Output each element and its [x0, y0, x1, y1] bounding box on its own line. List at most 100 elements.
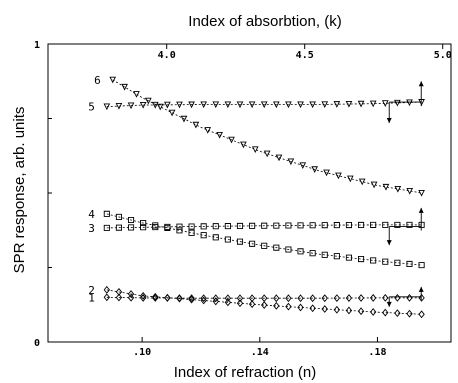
data-point-marker — [321, 251, 328, 258]
data-point-marker — [188, 101, 195, 109]
data-point-marker — [236, 294, 244, 303]
data-point-marker — [133, 91, 140, 98]
data-point-marker — [263, 150, 271, 158]
data-point-marker — [321, 294, 328, 303]
data-point-marker — [297, 248, 304, 255]
data-point-marker — [297, 303, 304, 312]
y-tick-label: 0 — [34, 338, 40, 349]
series-line — [106, 224, 422, 229]
data-point-marker — [345, 306, 353, 315]
data-point-marker — [204, 127, 212, 134]
data-point-marker — [370, 221, 377, 228]
data-point-marker — [370, 181, 378, 189]
data-point-marker — [248, 101, 256, 109]
x2-tick-label: 4.0 — [158, 50, 176, 61]
data-point-marker — [200, 223, 207, 230]
data-point-marker — [224, 236, 231, 243]
data-point-marker — [139, 102, 147, 109]
data-point-marker — [345, 221, 352, 229]
data-point-marker — [333, 222, 340, 229]
data-point-marker — [164, 293, 171, 302]
arrow-head-down — [386, 301, 392, 307]
data-point-marker — [164, 101, 171, 109]
data-point-marker — [321, 305, 328, 313]
data-point-marker — [200, 101, 208, 109]
arrow-group — [386, 81, 424, 307]
x2-tick-label: 5.0 — [434, 50, 452, 61]
data-point-marker — [115, 224, 122, 231]
data-point-marker — [249, 222, 256, 229]
series-line — [106, 296, 422, 299]
data-point-marker — [394, 221, 401, 228]
data-point-marker — [127, 102, 135, 110]
series-6 — [109, 76, 425, 197]
data-point-marker — [381, 100, 389, 107]
data-point-marker — [188, 223, 195, 230]
data-point-marker — [236, 222, 244, 230]
data-point-marker — [139, 291, 147, 300]
data-point-marker — [103, 285, 111, 294]
x-tick-label: .10 — [133, 347, 151, 358]
curve-label-5: 5 — [88, 101, 95, 114]
data-point-marker — [275, 154, 283, 162]
data-point-marker — [297, 101, 304, 109]
data-point-marker — [309, 222, 316, 229]
data-point-marker — [224, 223, 231, 230]
data-point-marker — [212, 297, 219, 306]
data-point-marker — [345, 254, 352, 261]
data-point-marker — [127, 216, 135, 224]
data-point-marker — [418, 221, 425, 228]
data-point-marker — [394, 309, 401, 318]
data-point-marker — [212, 234, 219, 241]
data-point-marker — [240, 141, 247, 149]
series-4 — [103, 210, 425, 269]
arrow-5-6 — [386, 81, 424, 123]
data-point-marker — [345, 100, 353, 108]
data-point-marker — [273, 222, 280, 229]
data-point-marker — [309, 250, 316, 257]
data-point-marker — [261, 301, 268, 309]
data-point-marker — [115, 287, 123, 296]
data-point-marker — [345, 294, 353, 302]
x2-tick-label: 4.5 — [296, 50, 314, 61]
data-point-marker — [176, 101, 183, 109]
data-point-marker — [394, 185, 402, 193]
data-point-marker — [406, 221, 413, 228]
data-point-marker — [260, 101, 268, 109]
data-point-marker — [394, 99, 401, 107]
data-point-marker — [287, 158, 295, 166]
data-point-marker — [115, 293, 123, 302]
data-point-marker — [323, 169, 330, 177]
data-point-marker — [369, 294, 377, 302]
data-point-marker — [309, 101, 316, 109]
data-point-marker — [273, 301, 280, 310]
data-point-marker — [188, 294, 195, 303]
data-point-marker — [228, 136, 235, 144]
data-point-marker — [224, 294, 232, 303]
data-point-marker — [127, 290, 135, 298]
arrow-3-4 — [386, 207, 424, 246]
data-point-marker — [358, 221, 365, 229]
data-point-marker — [115, 213, 122, 220]
data-point-marker — [103, 210, 110, 217]
data-point-marker — [285, 222, 292, 229]
series-line — [106, 101, 422, 107]
data-point-marker — [103, 103, 111, 111]
data-point-marker — [297, 222, 304, 229]
data-point-marker — [357, 294, 365, 302]
data-point-marker — [285, 101, 292, 109]
data-point-marker — [370, 257, 377, 264]
data-point-marker — [224, 101, 232, 109]
curve-label-6: 6 — [94, 74, 101, 87]
data-point-marker — [127, 224, 135, 231]
data-point-marker — [333, 294, 341, 303]
data-point-marker — [321, 101, 329, 109]
data-point-marker — [236, 299, 244, 308]
data-point-marker — [200, 232, 207, 239]
data-point-marker — [297, 294, 304, 303]
data-point-marker — [200, 294, 207, 303]
data-point-marker — [273, 244, 280, 251]
data-point-marker — [188, 295, 195, 304]
